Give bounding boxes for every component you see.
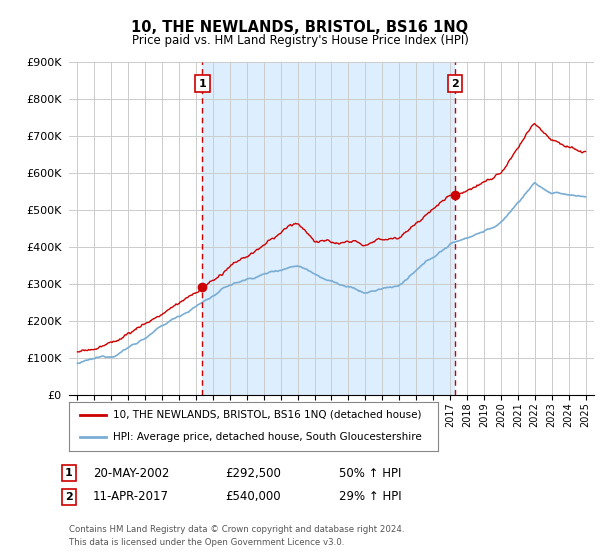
Text: 1: 1 [65,468,73,478]
Text: 10, THE NEWLANDS, BRISTOL, BS16 1NQ: 10, THE NEWLANDS, BRISTOL, BS16 1NQ [131,20,469,35]
Text: Contains HM Land Registry data © Crown copyright and database right 2024.
This d: Contains HM Land Registry data © Crown c… [69,525,404,547]
Text: Price paid vs. HM Land Registry's House Price Index (HPI): Price paid vs. HM Land Registry's House … [131,34,469,46]
Text: 29% ↑ HPI: 29% ↑ HPI [339,490,401,503]
Bar [202,62,455,395]
Text: 1: 1 [199,79,206,89]
Text: 11-APR-2017: 11-APR-2017 [93,490,169,503]
Text: 50% ↑ HPI: 50% ↑ HPI [339,466,401,480]
Text: £540,000: £540,000 [225,490,281,503]
Text: 10, THE NEWLANDS, BRISTOL, BS16 1NQ (detached house): 10, THE NEWLANDS, BRISTOL, BS16 1NQ (det… [113,410,422,420]
Text: HPI: Average price, detached house, South Gloucestershire: HPI: Average price, detached house, Sout… [113,432,422,442]
Text: £292,500: £292,500 [225,466,281,480]
Text: 2: 2 [451,79,458,89]
Text: 20-MAY-2002: 20-MAY-2002 [93,466,169,480]
Text: 2: 2 [65,492,73,502]
